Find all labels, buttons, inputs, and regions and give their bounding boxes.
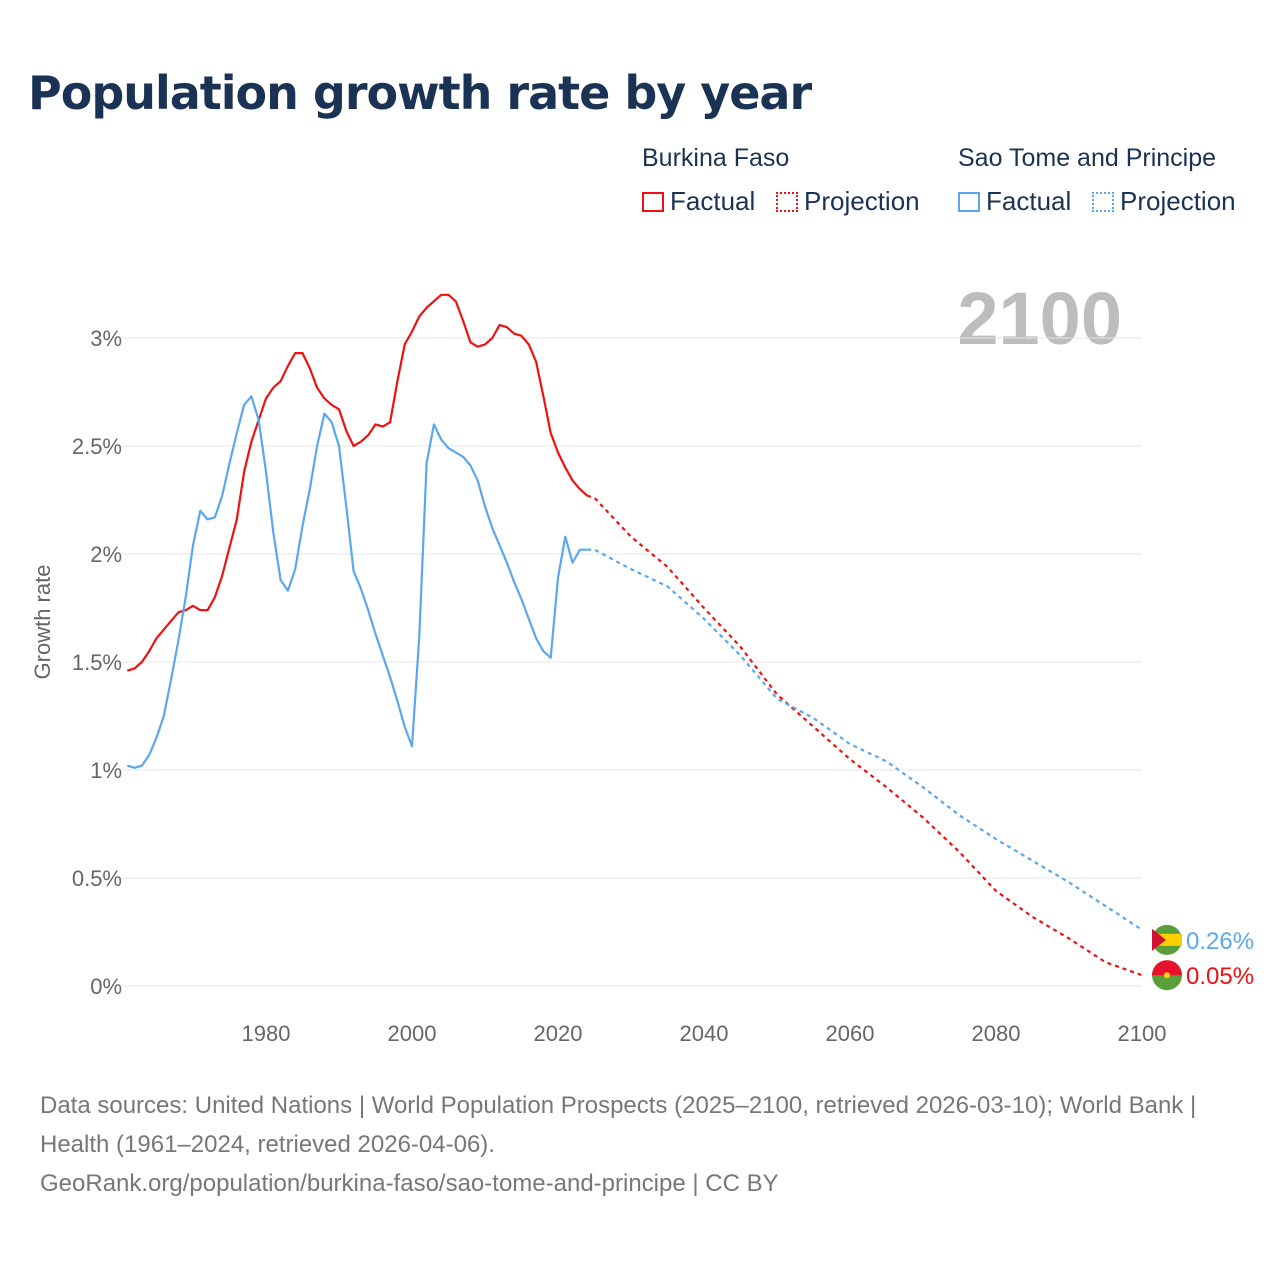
y-axis-label: Growth rate bbox=[30, 565, 55, 680]
year-label: 2100 bbox=[957, 277, 1122, 360]
y-tick-label: 0.5% bbox=[72, 866, 122, 891]
x-tick-label: 2100 bbox=[1118, 1021, 1167, 1046]
chart-title: Population growth rate by year bbox=[28, 66, 812, 120]
flag-icon-red-half bbox=[1152, 960, 1182, 976]
x-tick-label: 2080 bbox=[972, 1021, 1021, 1046]
line-projection-0 bbox=[586, 494, 1143, 977]
legend-label: Factual bbox=[670, 186, 756, 216]
y-tick-label: 2.5% bbox=[72, 434, 122, 459]
legend-group-burkina-faso: Burkina Faso bbox=[642, 144, 790, 172]
flag-star-icon bbox=[1164, 972, 1170, 979]
y-tick-label: 2% bbox=[90, 542, 122, 567]
y-tick-label: 1.5% bbox=[72, 650, 122, 675]
line-projection-1 bbox=[587, 548, 1143, 931]
y-tick-label: 1% bbox=[90, 758, 122, 783]
line-factual-0 bbox=[126, 293, 588, 672]
legend-stp-factual[interactable]: Factual bbox=[958, 186, 1071, 217]
y-tick-label: 0% bbox=[90, 974, 122, 999]
end-value-label: 0.05% bbox=[1186, 963, 1254, 990]
x-tick-label: 1980 bbox=[242, 1021, 291, 1046]
data-sources: Data sources: United Nations | World Pop… bbox=[40, 1092, 1197, 1158]
x-tick-label: 2000 bbox=[388, 1021, 437, 1046]
footer: Data sources: United Nations | World Pop… bbox=[40, 1086, 1240, 1203]
line-factual-1 bbox=[126, 395, 588, 769]
end-value-label: 0.26% bbox=[1186, 928, 1254, 955]
legend-swatch-dotted bbox=[1092, 191, 1114, 212]
legend-swatch-solid bbox=[958, 191, 980, 212]
flag-icon-red-triangle bbox=[1152, 928, 1166, 951]
legend-label: Projection bbox=[1120, 186, 1236, 216]
legend-stp-projection[interactable]: Projection bbox=[1092, 186, 1236, 217]
legend-bf-projection[interactable]: Projection bbox=[776, 186, 920, 217]
x-tick-label: 2020 bbox=[534, 1021, 583, 1046]
source-link[interactable]: GeoRank.org/population/burkina-faso/sao-… bbox=[40, 1170, 779, 1197]
legend-label: Projection bbox=[804, 186, 920, 216]
y-tick-label: 3% bbox=[90, 326, 122, 351]
legend-swatch-dotted bbox=[776, 191, 798, 212]
x-tick-label: 2040 bbox=[680, 1021, 729, 1046]
legend-group-sao-tome: Sao Tome and Principe bbox=[958, 144, 1217, 172]
legend-label: Factual bbox=[986, 186, 1072, 216]
legend-swatch-solid bbox=[642, 191, 664, 212]
x-tick-label: 2060 bbox=[826, 1021, 875, 1046]
legend-bf-factual[interactable]: Factual bbox=[642, 186, 755, 217]
